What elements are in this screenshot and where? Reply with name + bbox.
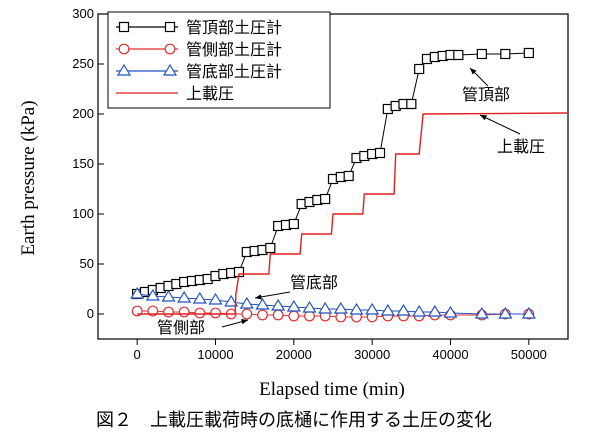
marker: [288, 218, 299, 230]
marker: [521, 306, 536, 319]
x-tick-label: 0: [134, 347, 141, 362]
marker: [349, 302, 364, 315]
marker: [286, 299, 301, 312]
marker: [396, 303, 411, 316]
annotation: 管底部: [290, 273, 338, 292]
marker: [500, 48, 511, 60]
marker: [163, 306, 174, 318]
y-tick-label: 250: [72, 56, 94, 71]
annotation: 上載圧: [497, 137, 545, 156]
marker: [476, 48, 487, 60]
marker: [192, 291, 207, 304]
y-tick-label: 150: [72, 156, 94, 171]
marker: [255, 297, 270, 310]
marker: [162, 63, 178, 76]
marker: [474, 306, 489, 319]
marker: [443, 305, 458, 318]
x-tick-label: 50000: [511, 347, 547, 362]
y-tick-label: 0: [87, 306, 94, 321]
legend-label: 管頂部土圧計: [186, 18, 282, 37]
marker: [412, 304, 427, 317]
x-tick-label: 40000: [432, 347, 468, 362]
marker: [116, 63, 132, 76]
x-axis-label: Elapsed time (min): [259, 379, 405, 400]
x-tick-label: 10000: [197, 347, 233, 362]
marker: [118, 43, 130, 55]
marker: [335, 311, 347, 323]
legend-label: 管側部土圧計: [186, 40, 282, 59]
marker: [318, 301, 333, 314]
y-tick-label: 200: [72, 106, 94, 121]
annotation-arrowhead: [470, 68, 477, 75]
x-tick-label: 30000: [354, 347, 390, 362]
marker: [265, 242, 276, 254]
marker: [271, 298, 286, 311]
marker: [194, 307, 206, 319]
annotation-arrowhead: [255, 294, 262, 300]
legend-box: [107, 11, 331, 109]
annotation-arrowhead: [480, 115, 487, 121]
series: [137, 112, 569, 315]
marker: [161, 289, 176, 302]
series: [132, 47, 534, 300]
marker: [374, 147, 386, 159]
y-axis-label: Earth pressure (kPa): [18, 100, 39, 255]
series: [130, 286, 536, 319]
marker: [320, 193, 331, 205]
marker: [498, 306, 513, 319]
y-tick-label: 100: [72, 206, 94, 221]
marker: [453, 49, 464, 61]
marker: [118, 21, 130, 33]
x-tick-label: 20000: [276, 347, 312, 362]
legend-label: 管底部土圧計: [186, 62, 282, 81]
marker: [523, 47, 534, 59]
marker: [164, 43, 176, 55]
marker: [239, 296, 254, 309]
marker: [288, 310, 300, 322]
marker: [343, 170, 354, 182]
caption: 図２ 上載圧載荷時の底樋に作用する土圧の変化: [96, 410, 492, 431]
marker: [304, 310, 315, 322]
plot-frame: [97, 13, 569, 340]
annotation-arrow: [479, 114, 521, 135]
marker: [210, 307, 221, 319]
marker: [406, 98, 417, 110]
series-line: [137, 112, 569, 315]
marker: [427, 304, 442, 317]
marker: [380, 303, 395, 316]
marker: [145, 288, 160, 301]
marker: [208, 292, 223, 305]
marker: [130, 286, 145, 299]
marker: [224, 294, 239, 307]
marker: [302, 300, 317, 313]
y-tick-label: 50: [80, 256, 94, 271]
marker: [365, 302, 380, 315]
marker: [272, 309, 284, 321]
marker: [414, 63, 425, 75]
marker: [241, 308, 253, 320]
annotation: 管側部: [157, 318, 205, 337]
annotation: 管頂部: [462, 85, 510, 104]
marker: [178, 306, 190, 318]
marker: [257, 309, 268, 321]
annotation-arrowhead: [241, 319, 248, 325]
marker: [164, 21, 176, 33]
legend-label: 上載圧: [186, 84, 234, 103]
y-tick-label: 300: [72, 6, 94, 21]
marker: [333, 301, 348, 314]
marker: [177, 290, 192, 303]
